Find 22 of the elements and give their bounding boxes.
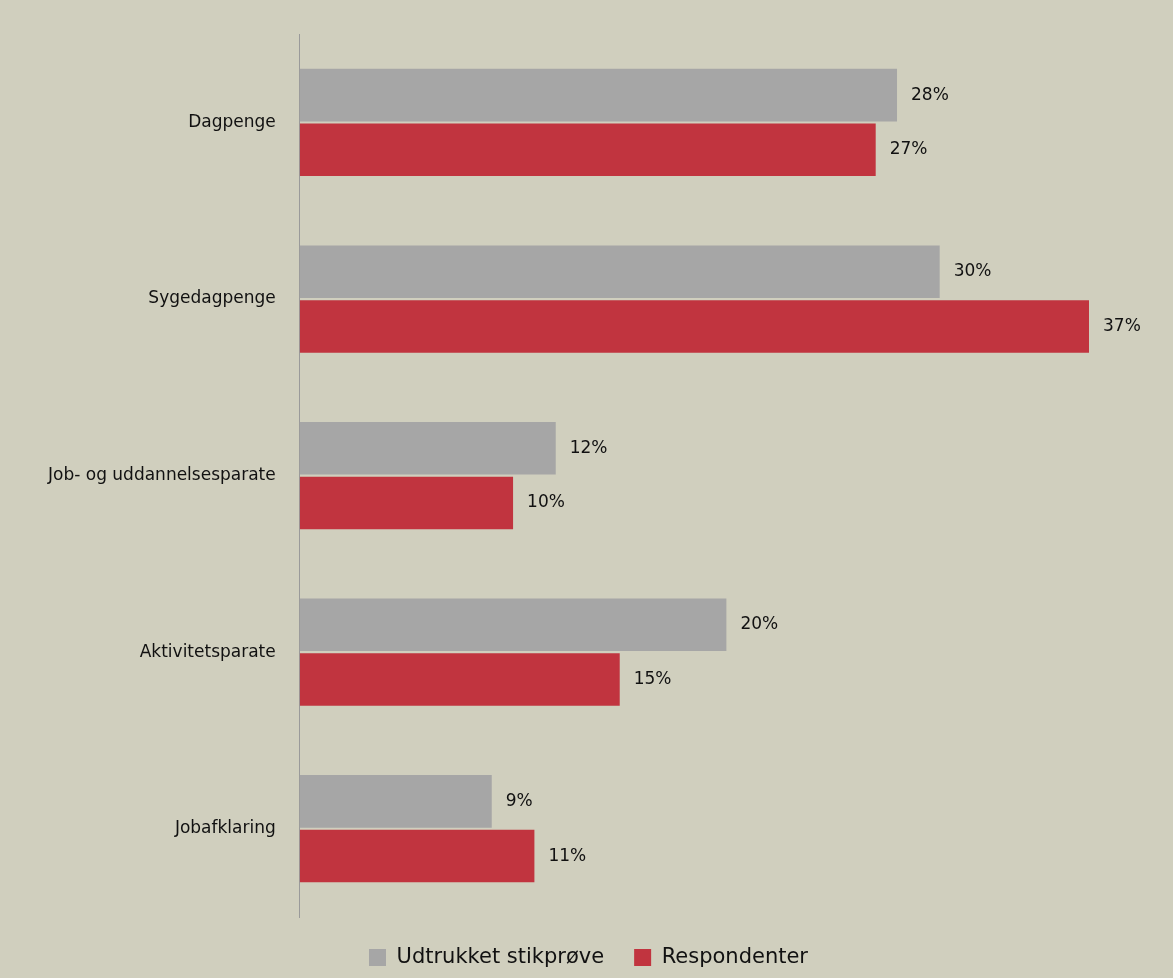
legend-label: Udtrukket stikprøve — [396, 943, 605, 968]
y-tick-label: Dagpenge — [188, 110, 276, 131]
y-tick-label: Aktivitetsparate — [139, 640, 276, 661]
bar — [299, 123, 876, 177]
legend-label: Respondenter — [661, 943, 809, 968]
y-tick-label: Sygedagpenge — [148, 287, 276, 308]
bar — [299, 653, 620, 706]
data-label: 37% — [1103, 314, 1141, 335]
data-label: 11% — [548, 844, 587, 865]
bar — [299, 476, 514, 530]
data-label: 27% — [889, 138, 928, 159]
data-label: 15% — [633, 667, 672, 688]
data-label: 20% — [740, 613, 779, 634]
bar — [299, 300, 1090, 353]
data-label: 9% — [505, 789, 533, 810]
data-label: 10% — [527, 491, 565, 512]
bar — [299, 829, 535, 883]
data-label: 12% — [569, 436, 608, 457]
data-label: 28% — [911, 83, 949, 104]
y-tick-label: Job- og uddannelsesparate — [46, 464, 276, 485]
y-tick-label: Jobafklaring — [173, 817, 276, 838]
data-label: 30% — [953, 260, 992, 281]
